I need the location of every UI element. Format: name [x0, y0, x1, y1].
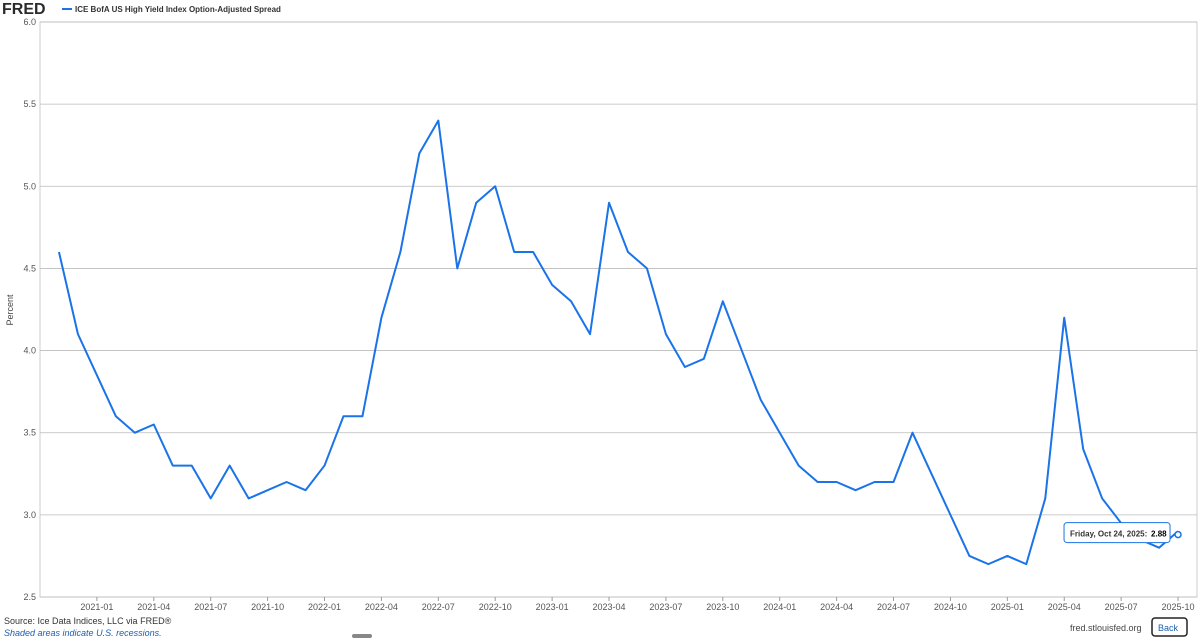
y-axis-label: Percent [5, 294, 15, 326]
y-tick-label: 5.0 [23, 181, 36, 191]
x-tick-label: 2024-07 [877, 602, 910, 612]
x-tick-label: 2025-04 [1048, 602, 1081, 612]
legend-label: ICE BofA US High Yield Index Option-Adju… [75, 5, 281, 14]
x-tick-label: 2021-10 [251, 602, 284, 612]
back-button[interactable] [1151, 617, 1188, 637]
y-tick-label: 3.0 [23, 510, 36, 520]
x-tick-label: 2024-10 [934, 602, 967, 612]
recession-note: Shaded areas indicate U.S. recessions. [4, 628, 162, 638]
x-tick-label: 2023-04 [593, 602, 626, 612]
source: Source: Ice Data Indices, LLC via FRED® [4, 616, 172, 626]
brand: FRED [2, 1, 46, 18]
x-tick-label: 2025-01 [991, 602, 1024, 612]
x-tick-label: 2022-10 [479, 602, 512, 612]
series-line [57, 119, 1179, 566]
x-tick-label: 2021-01 [80, 602, 113, 612]
x-tick-label: 2025-07 [1105, 602, 1138, 612]
x-tick-label: 2022-04 [365, 602, 398, 612]
x-tick-label: 2021-04 [137, 602, 170, 612]
y-tick-label: 4.0 [23, 346, 36, 356]
back-label[interactable]: Back [1158, 623, 1179, 633]
y-tick-label: 3.5 [23, 428, 36, 438]
tooltip-value: 2.88 [1151, 530, 1167, 539]
y-tick-label: 2.5 [23, 592, 36, 602]
hover-point [1174, 530, 1182, 539]
x-tick-label: 2023-07 [649, 602, 682, 612]
scroll-handle[interactable] [352, 634, 372, 638]
x-tick-label: 2025-10 [1162, 602, 1195, 612]
x-tick-label: 2021-07 [194, 602, 227, 612]
x-tick-label: 2024-01 [763, 602, 796, 612]
plot-area [39, 21, 1198, 598]
tooltip-label: Friday, Oct 24, 2025: [1070, 530, 1147, 539]
site: fred.stlouisfed.org [1070, 623, 1142, 633]
x-tick-label: 2022-07 [422, 602, 455, 612]
tooltip-box [1063, 522, 1171, 544]
x-tick-label: 2022-01 [308, 602, 341, 612]
y-tick-label: 4.5 [23, 263, 36, 273]
x-tick-label: 2024-04 [820, 602, 853, 612]
x-tick-label: 2023-01 [536, 602, 569, 612]
x-tick-label: 2023-10 [706, 602, 739, 612]
y-tick-label: 6.0 [23, 17, 36, 27]
y-tick-label: 5.5 [23, 99, 36, 109]
